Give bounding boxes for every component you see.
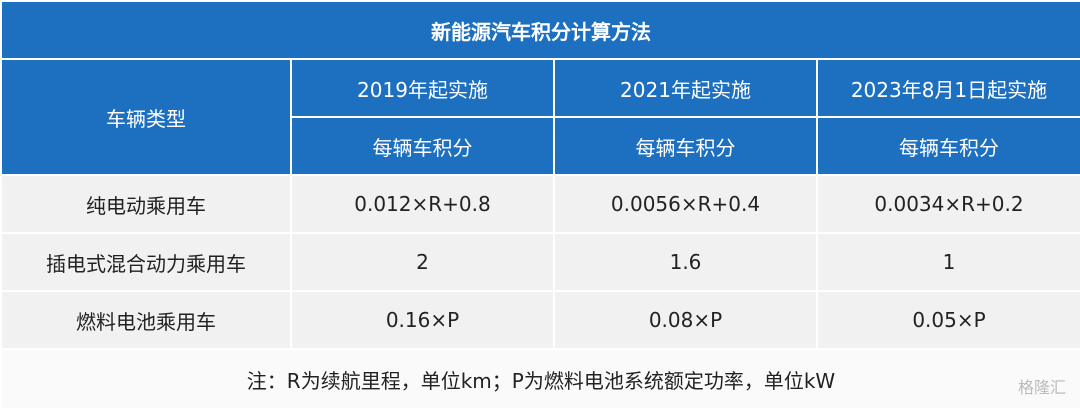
vehicle-type: 插电式混合动力乘用车 (0, 232, 292, 292)
data-row: 燃料电池乘用车 0.16×P 0.08×P 0.05×P (0, 290, 1080, 350)
credit-formula: 0.05×P (816, 290, 1080, 350)
unit-row: 每辆车积分 每辆车积分 每辆车积分 (1, 116, 1080, 176)
data-row: 插电式混合动力乘用车 2 1.6 1 (0, 232, 1080, 292)
data-row: 纯电动乘用车 0.012×R+0.8 0.0056×R+0.4 0.0034×R+0.… (0, 174, 1080, 234)
header-row: 车辆类型 2019年起实施 2021年起实施 2023年8月1日起实施 (0, 58, 1080, 176)
credit-formula: 0.16×P (290, 290, 555, 350)
unit-header: 每辆车积分 (816, 116, 1080, 176)
vehicle-type: 纯电动乘用车 (0, 174, 292, 234)
row-label-header: 车辆类型 (0, 58, 292, 176)
credit-formula: 1 (816, 232, 1080, 292)
note-row: 注：R为续航里程，单位km；P为燃料电池系统额定功率，单位kW (0, 348, 1080, 410)
note: 注：R为续航里程，单位km；P为燃料电池系统额定功率，单位kW (0, 348, 1080, 410)
credit-formula: 0.012×R+0.8 (290, 174, 555, 234)
unit-header: 每辆车积分 (290, 116, 555, 176)
credit-formula: 2 (290, 232, 555, 292)
period-header: 2019年起实施 (290, 58, 555, 118)
title-row: 新能源汽车积分计算方法 (0, 0, 1080, 60)
period-header: 2021年起实施 (553, 58, 818, 118)
table-title: 新能源汽车积分计算方法 (0, 0, 1080, 60)
credit-formula: 0.08×P (553, 290, 818, 350)
unit-header: 每辆车积分 (553, 116, 818, 176)
credit-formula: 0.0056×R+0.4 (553, 174, 818, 234)
credit-formula: 1.6 (553, 232, 818, 292)
watermark: 格隆汇 (1017, 378, 1066, 397)
vehicle-type: 燃料电池乘用车 (0, 290, 292, 350)
period-header: 2023年8月1日起实施 (816, 58, 1080, 118)
credit-formula: 0.0034×R+0.2 (816, 174, 1080, 234)
